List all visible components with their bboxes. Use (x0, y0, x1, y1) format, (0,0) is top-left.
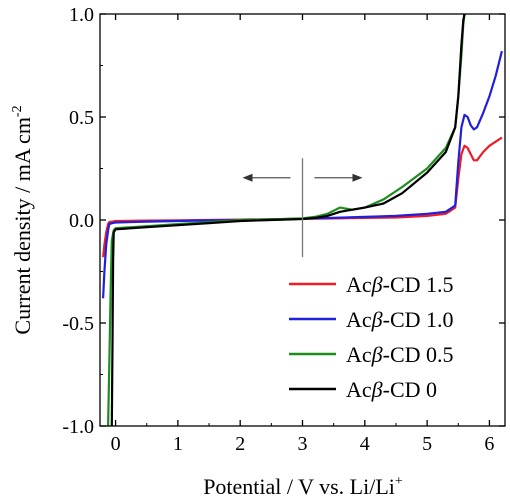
x-axis-label-superscript: + (395, 474, 403, 489)
annotation-arrow-right-head (352, 173, 363, 182)
series-line-0 (102, 136, 503, 258)
x-tick-label: 0 (111, 433, 121, 455)
y-tick-label: 0.5 (69, 107, 94, 129)
axes (99, 13, 506, 427)
y-tick-label: 1.0 (69, 4, 94, 26)
x-axis-label: Potential / V vs. Li/Li+ (203, 474, 403, 499)
tick-labels: 0 1 2 3 4 5 6 -1.0 -0.5 0.0 0.5 1.0 (62, 4, 494, 455)
y-tick-label: -0.5 (62, 313, 94, 335)
y-tick-label: 0.0 (69, 210, 94, 232)
x-tick-label: 4 (360, 433, 370, 455)
series-line-3 (110, 14, 466, 426)
legend-label-3: Acβ-CD 0 (346, 377, 437, 402)
legend: Acβ-CD 1.5 Acβ-CD 1.0 Acβ-CD 0.5 Acβ-CD 0 (289, 272, 454, 402)
annotation-layer (242, 158, 363, 258)
series-line-1 (102, 50, 503, 299)
x-tick-label: 3 (298, 433, 308, 455)
legend-label-2: Acβ-CD 0.5 (346, 342, 454, 367)
series-layer (102, 14, 503, 426)
legend-label-0: Acβ-CD 1.5 (346, 272, 454, 297)
x-tick-label: 6 (484, 433, 494, 455)
x-tick-label: 1 (173, 433, 183, 455)
y-axis-label: Current density / mA cm-2 (10, 105, 35, 334)
y-tick-label: -1.0 (62, 416, 94, 438)
y-axis-label-superscript: -2 (10, 105, 25, 117)
annotation-arrow-left-head (242, 173, 253, 182)
x-tick-label: 2 (235, 433, 245, 455)
legend-label-1: Acβ-CD 1.0 (346, 307, 454, 332)
x-tick-label: 5 (422, 433, 432, 455)
